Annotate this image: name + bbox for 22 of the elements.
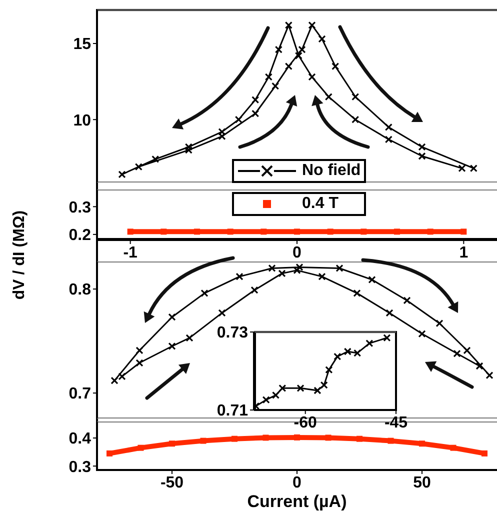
- y-tick-label: 0.8: [68, 282, 92, 299]
- x-tick-label: 1: [459, 244, 468, 262]
- x-tick-label: -50: [160, 474, 184, 492]
- y-tick-label: 0.4: [68, 430, 92, 448]
- y-tick-label: 0.2: [68, 227, 92, 244]
- y-tick-label: 10: [73, 112, 92, 130]
- y-tick-label: 0.71: [216, 402, 248, 420]
- y-tick-label: 0.3: [68, 458, 92, 476]
- y-tick-label: 0.7: [68, 386, 92, 403]
- y-tick-label: 15: [73, 36, 92, 54]
- x-tick-label: 0: [292, 474, 302, 492]
- x-tick-label: 50: [413, 474, 431, 492]
- x-tick-label: -60: [294, 414, 318, 432]
- legend-label: No field: [302, 162, 361, 180]
- x-tick-label: -1: [123, 244, 138, 262]
- legend-label: 0.4 T: [302, 195, 338, 213]
- y-axis-title: dV / dI (MΩ): [11, 210, 29, 300]
- x-tick-label: 0: [292, 244, 302, 262]
- y-tick-label: 0.3: [68, 199, 92, 216]
- y-tick-label: 0.73: [216, 324, 248, 342]
- x-axis-title: Current (µA): [246, 492, 348, 512]
- x-tick-label: -45: [384, 414, 408, 432]
